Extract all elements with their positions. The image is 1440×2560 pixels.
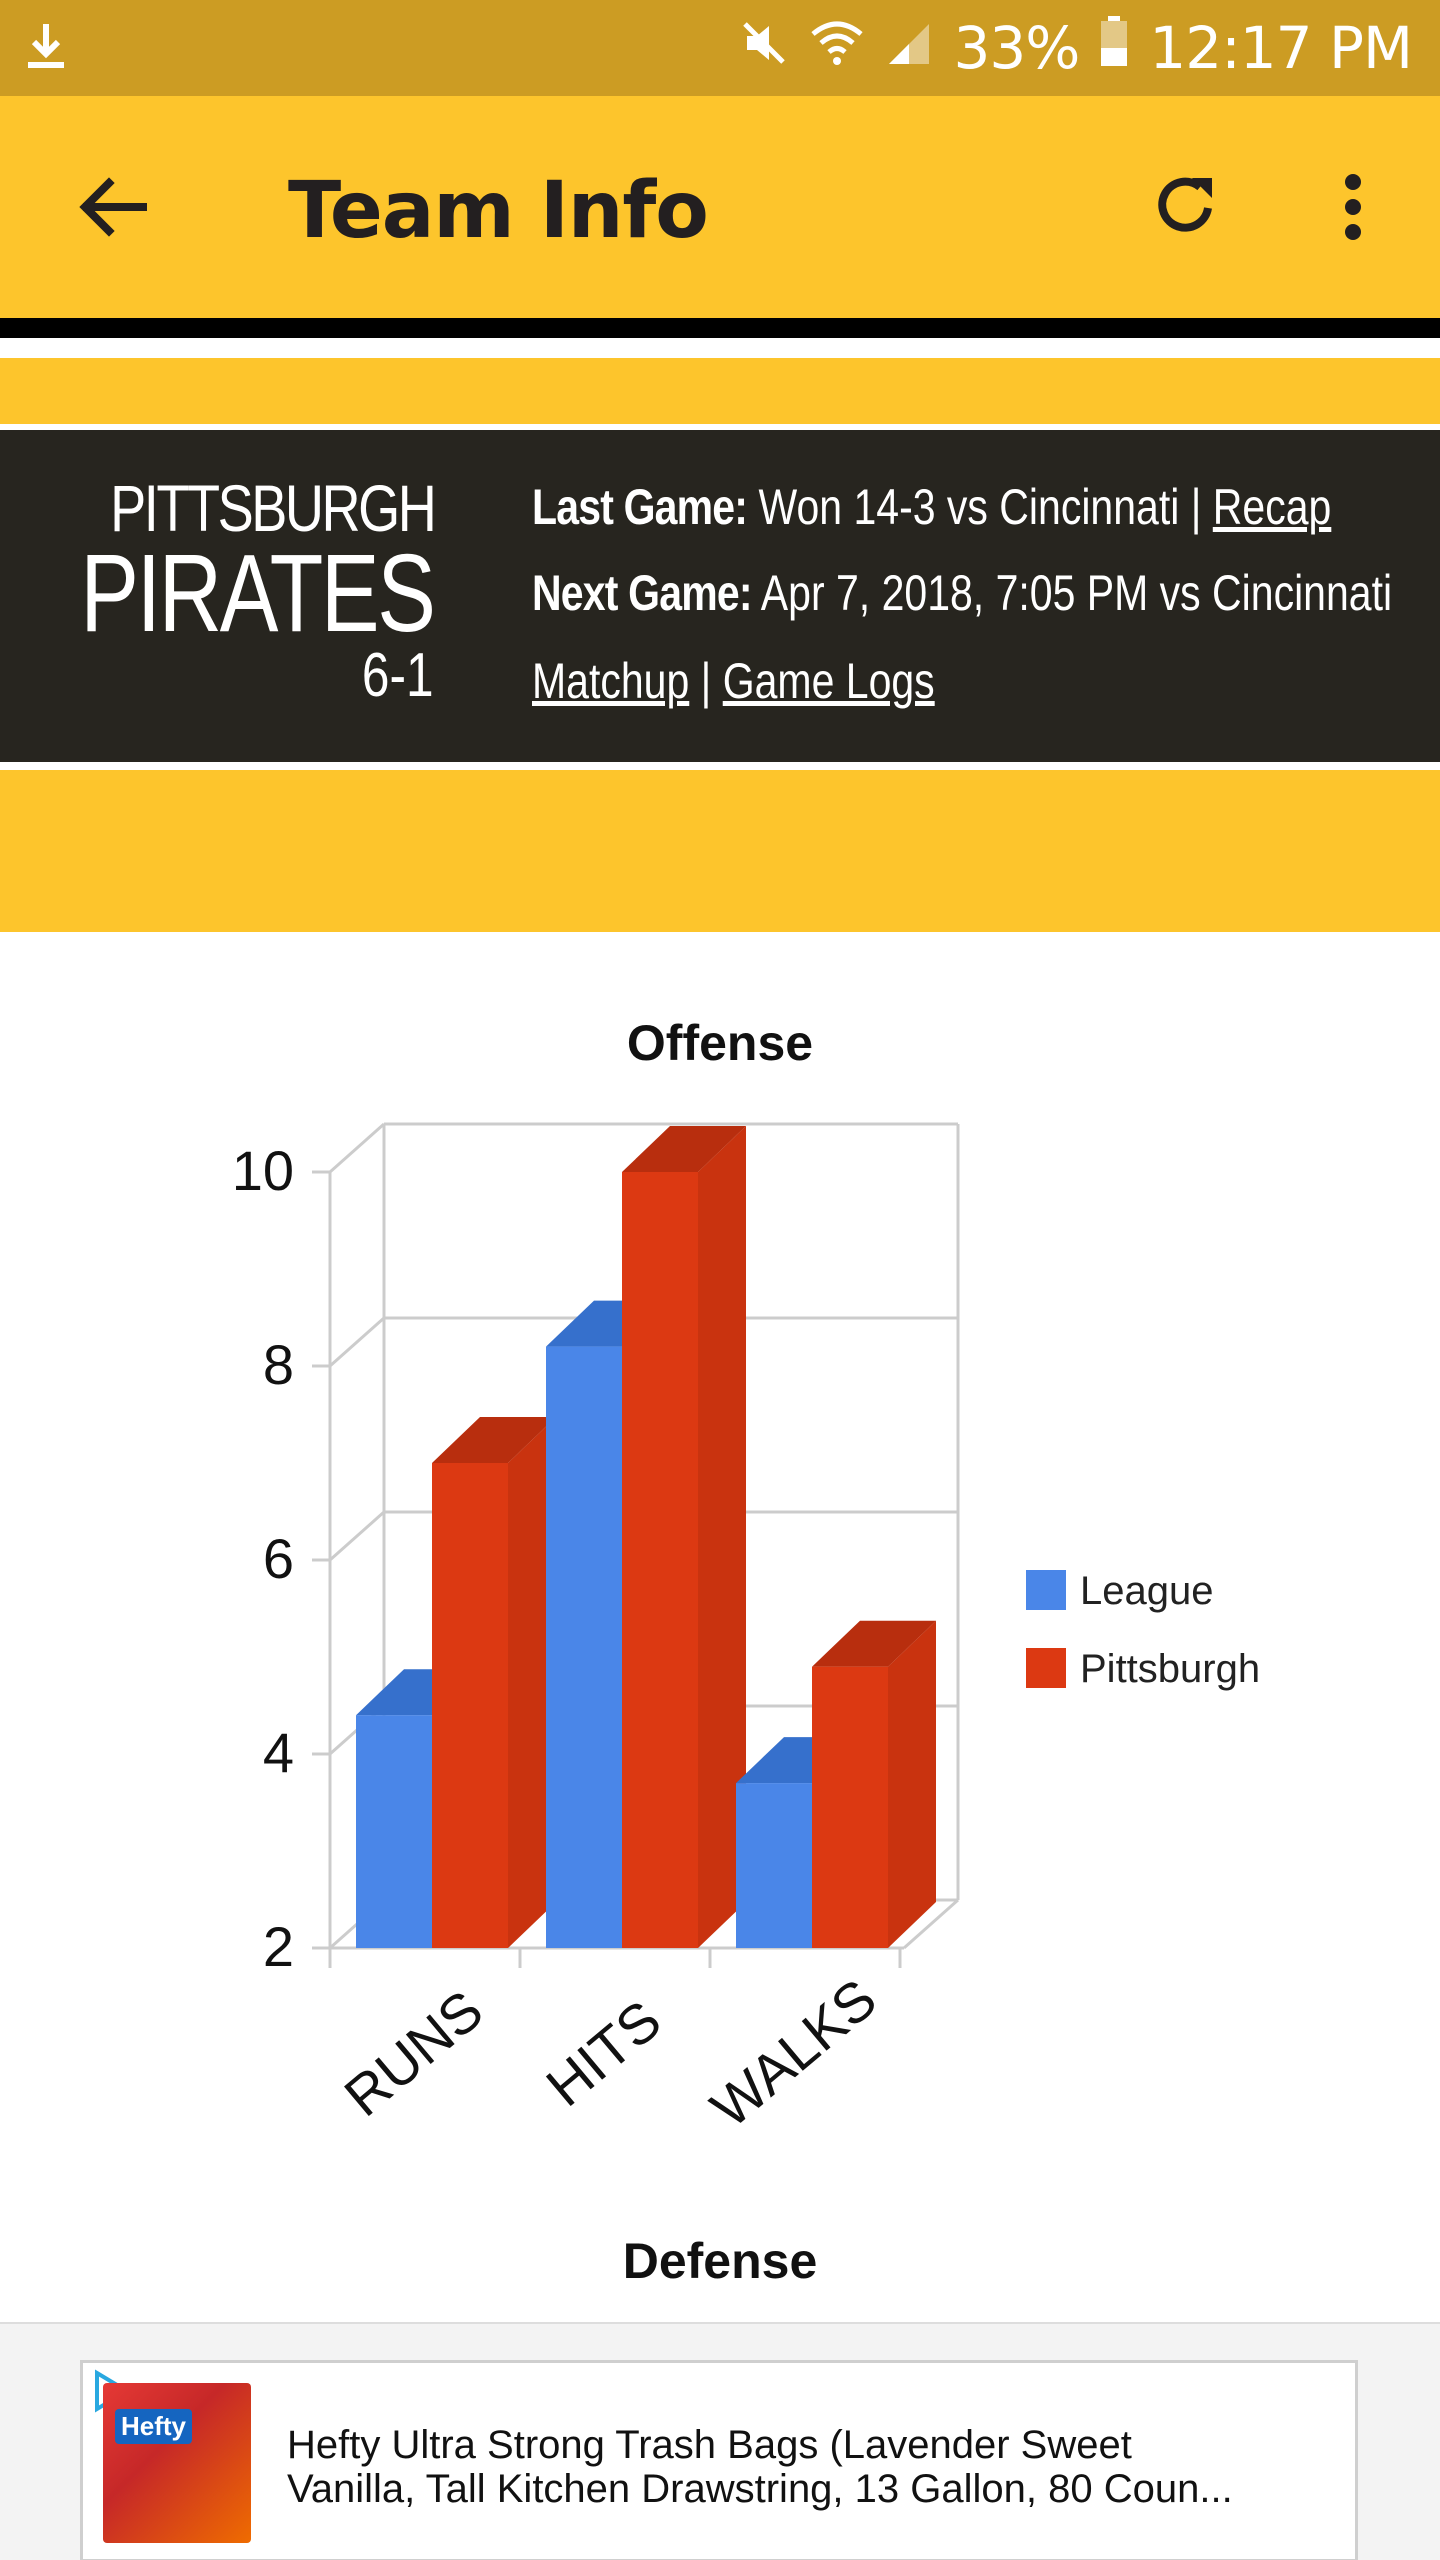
- matchup-link[interactable]: Matchup: [532, 653, 690, 709]
- signal-icon: [885, 14, 933, 82]
- defense-title: Defense: [622, 2233, 818, 2289]
- bar-side-pittsburgh-hits: [698, 1126, 746, 1948]
- link-separator: |: [700, 653, 712, 709]
- ad-product-image[interactable]: Hefty: [103, 2383, 251, 2543]
- floor-edge: [903, 1898, 959, 1950]
- clock: 12:17 PM: [1149, 14, 1413, 82]
- gridline-side: [329, 1316, 385, 1368]
- ad-banner: Hefty Hefty Ultra Strong Trash Bags (Lav…: [0, 2322, 1440, 2560]
- page-title: Team Info: [288, 166, 709, 256]
- next-game-info: Apr 7, 2018, 7:05 PM vs Cincinnati: [760, 565, 1393, 621]
- bar-top-pittsburgh-runs: [432, 1417, 556, 1463]
- game-logs-link[interactable]: Game Logs: [722, 653, 935, 709]
- y-tick-label: 2: [263, 1915, 294, 1978]
- x-tick-label: HITS: [534, 1988, 672, 2118]
- legend-swatch-league: [1026, 1570, 1066, 1610]
- x-tick-label: WALKS: [699, 1967, 888, 2140]
- bar-side-pittsburgh-runs: [508, 1417, 556, 1948]
- y-tick-label: 6: [263, 1527, 294, 1590]
- next-game-line: Next Game: Apr 7, 2018, 7:05 PM vs Cinci…: [532, 564, 1392, 622]
- last-game-line: Last Game: Won 14-3 vs Cincinnati | Reca…: [532, 478, 1331, 536]
- gridline-side: [329, 1510, 385, 1562]
- team-record: 6-1: [362, 641, 434, 710]
- app-bar: Team Info: [0, 96, 1440, 318]
- team-name: PIRATES: [80, 532, 437, 655]
- next-game-label: Next Game:: [532, 565, 752, 621]
- gridline-side: [329, 1122, 385, 1174]
- status-bar: 33% 12:17 PM: [0, 0, 1440, 96]
- y-tick-label: 8: [263, 1333, 294, 1396]
- bar-league-hits: [546, 1346, 622, 1948]
- recap-link[interactable]: Recap: [1212, 479, 1332, 535]
- ad-brand-label: Hefty: [115, 2409, 193, 2444]
- refresh-button[interactable]: [1140, 162, 1230, 252]
- last-game-result: Won 14-3 vs Cincinnati |: [758, 479, 1202, 535]
- bar-pittsburgh-hits: [622, 1172, 698, 1948]
- game-links-line: Matchup | Game Logs: [532, 652, 935, 710]
- ad-card[interactable]: Hefty Hefty Ultra Strong Trash Bags (Lav…: [80, 2360, 1358, 2560]
- legend-label-league: League: [1080, 1569, 1213, 1613]
- bar-top-pittsburgh-hits: [622, 1126, 746, 1172]
- ad-text[interactable]: Hefty Ultra Strong Trash Bags (Lavender …: [287, 2423, 1327, 2511]
- more-options-button[interactable]: [1308, 162, 1398, 252]
- bar-league-walks: [736, 1783, 812, 1948]
- team-city: PITTSBURGH: [109, 471, 437, 545]
- battery-icon: [1099, 14, 1129, 82]
- bar-top-pittsburgh-walks: [812, 1620, 936, 1667]
- offense-chart: 2 4 6 8 10 RUNS HITS WALKS League Pittsburgh: [232, 1122, 1260, 2140]
- battery-percent: 33%: [953, 14, 1080, 82]
- bar-pittsburgh-runs: [432, 1463, 508, 1948]
- ad-text-line1: Hefty Ultra Strong Trash Bags (Lavender …: [287, 2423, 1132, 2467]
- banner-stripe-lower: [0, 770, 1440, 932]
- bar-side-pittsburgh-walks: [888, 1620, 936, 1948]
- more-vert-icon: [1345, 174, 1361, 240]
- x-tick-label: RUNS: [332, 1978, 494, 2128]
- bar-pittsburgh-walks: [812, 1666, 888, 1948]
- wifi-icon: [809, 14, 865, 82]
- chart-title: Offense: [626, 1015, 814, 1071]
- download-icon: [26, 22, 66, 77]
- ad-text-line2: Vanilla, Tall Kitchen Drawstring, 13 Gal…: [287, 2467, 1233, 2511]
- banner-stripe: [0, 358, 1440, 424]
- team-header: PITTSBURGH PIRATES 6-1 Last Game: Won 14…: [0, 430, 1440, 762]
- y-tick-label: 4: [263, 1721, 294, 1784]
- refresh-icon: [1158, 177, 1212, 232]
- y-tick-label: 10: [232, 1139, 294, 1202]
- last-game-label: Last Game:: [532, 479, 748, 535]
- bar-league-runs: [356, 1715, 432, 1948]
- legend-label-pittsburgh: Pittsburgh: [1080, 1647, 1260, 1691]
- back-arrow-icon: [79, 177, 147, 237]
- divider-stripe: [0, 318, 1440, 338]
- legend-swatch-pittsburgh: [1026, 1648, 1066, 1688]
- mute-icon: [739, 14, 789, 82]
- back-button[interactable]: [62, 162, 162, 252]
